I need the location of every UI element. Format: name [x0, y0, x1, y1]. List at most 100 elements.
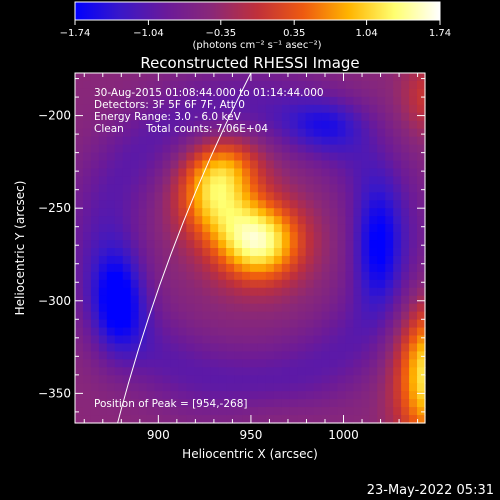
heatmap-cell	[218, 255, 227, 265]
heatmap-cell	[170, 367, 179, 376]
heatmap-cell	[130, 128, 140, 138]
heatmap-cell	[218, 399, 227, 408]
info-peak: Position of Peak = [954,-268]	[94, 398, 248, 410]
heatmap-cell	[409, 295, 418, 305]
heatmap-cell	[202, 383, 211, 392]
heatmap-cell	[289, 128, 299, 138]
heatmap-cell	[289, 152, 299, 162]
heatmap-cell	[377, 240, 386, 249]
heatmap-cell	[122, 248, 132, 257]
heatmap-cell	[234, 96, 243, 106]
heatmap-cell	[257, 73, 267, 82]
heatmap-cell	[257, 271, 267, 281]
heatmap-cell	[82, 224, 92, 233]
heatmap-cell	[353, 351, 362, 360]
heatmap-cell	[281, 367, 291, 376]
heatmap-cell	[289, 104, 299, 114]
heatmap-cell	[393, 279, 402, 289]
info-method: Clean	[94, 123, 124, 135]
heatmap-cell	[409, 319, 418, 329]
heatmap-cell	[202, 279, 211, 289]
heatmap-cell	[218, 279, 227, 289]
heatmap-cell	[202, 96, 211, 106]
heatmap-cell	[329, 263, 339, 273]
colorbar-tick-label: −0.35	[205, 28, 236, 39]
heatmap-cell	[170, 88, 179, 98]
heatmap-cell	[297, 120, 307, 130]
heatmap-cell	[194, 184, 203, 193]
heatmap-cell	[75, 96, 84, 106]
heatmap-cell	[273, 255, 283, 265]
heatmap-cell	[122, 359, 132, 368]
heatmap-cell	[417, 120, 426, 130]
heatmap-cell	[401, 383, 410, 392]
heatmap-cell	[305, 311, 315, 321]
heatmap-cell	[250, 120, 259, 130]
heatmap-cell	[234, 224, 243, 233]
heatmap-cell	[409, 240, 418, 249]
heatmap-cell	[289, 216, 299, 225]
heatmap-cell	[234, 383, 243, 392]
heatmap-cell	[361, 399, 370, 408]
heatmap-cell	[242, 351, 251, 360]
heatmap-cell	[257, 168, 267, 177]
heatmap-cell	[194, 224, 203, 233]
heatmap-cell	[82, 287, 92, 297]
heatmap-cell	[377, 88, 386, 98]
heatmap-cell	[250, 287, 259, 297]
heatmap-cell	[257, 327, 267, 337]
heatmap-cell	[250, 160, 259, 170]
heatmap-cell	[250, 367, 259, 376]
heatmap-cell	[106, 160, 116, 170]
heatmap-cell	[138, 295, 148, 305]
heatmap-cell	[329, 375, 339, 384]
heatmap-cell	[409, 248, 418, 257]
heatmap-cell	[98, 200, 108, 209]
heatmap-cell	[75, 152, 84, 162]
heatmap-cell	[281, 271, 291, 281]
heatmap-cell	[313, 73, 323, 82]
heatmap-cell	[361, 112, 370, 122]
heatmap-cell	[257, 399, 267, 408]
heatmap-cell	[218, 383, 227, 392]
heatmap-cell	[305, 192, 315, 201]
heatmap-cell	[361, 216, 370, 225]
heatmap-cell	[162, 383, 172, 392]
heatmap-cell	[154, 120, 164, 130]
heatmap-cell	[265, 319, 275, 329]
heatmap-cell	[257, 224, 267, 233]
heatmap-cell	[337, 359, 347, 368]
heatmap-cell	[265, 383, 275, 392]
info-total-counts: Total counts: 7.06E+04	[145, 123, 268, 135]
heatmap-cell	[250, 136, 259, 146]
heatmap-cell	[393, 367, 402, 376]
heatmap-cell	[329, 295, 339, 305]
heatmap-cell	[321, 224, 331, 233]
heatmap-cell	[82, 399, 92, 408]
heatmap-cell	[234, 232, 243, 241]
heatmap-cell	[273, 176, 283, 185]
heatmap-cell	[234, 168, 243, 177]
heatmap-cell	[353, 359, 362, 368]
heatmap-cell	[122, 295, 132, 305]
heatmap-cell	[130, 343, 140, 352]
heatmap-cell	[265, 144, 275, 154]
colorbar-tick-label: 1.74	[429, 28, 451, 39]
heatmap-cell	[257, 160, 267, 170]
heatmap-cell	[385, 375, 394, 384]
heatmap-cell	[146, 367, 156, 376]
heatmap-cell	[345, 176, 354, 185]
heatmap-cell	[361, 73, 370, 82]
heatmap-cell	[265, 287, 275, 297]
heatmap-cell	[393, 240, 402, 249]
heatmap-cell	[409, 359, 418, 368]
heatmap-cell	[409, 160, 418, 170]
heatmap-cell	[178, 391, 187, 400]
heatmap-cell	[281, 399, 291, 408]
heatmap-cell	[210, 120, 219, 130]
heatmap-cell	[130, 391, 140, 400]
heatmap-cell	[305, 303, 315, 313]
heatmap-cell	[98, 224, 108, 233]
heatmap-cell	[218, 184, 227, 193]
heatmap-cell	[385, 319, 394, 329]
